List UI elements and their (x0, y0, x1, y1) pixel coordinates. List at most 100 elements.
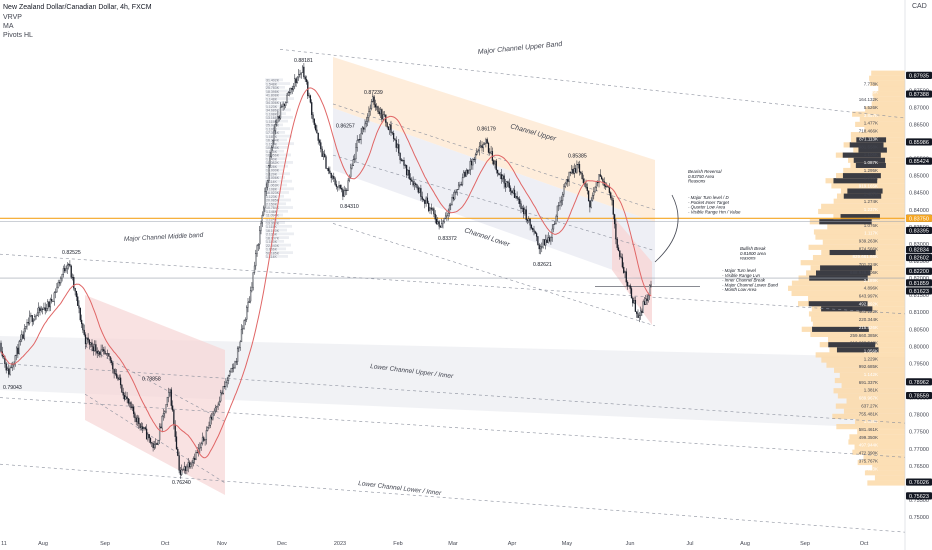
volume-label: 210.668.548K (850, 341, 878, 346)
volume-bar (265, 187, 294, 191)
candle-body (625, 271, 627, 283)
annotation-text: - Major Turn level (722, 268, 757, 273)
price-tick: 0.85000 (909, 174, 929, 180)
candle-body (564, 183, 566, 187)
price-axis[interactable]: 0.875000.870000.865000.860000.855000.850… (904, 0, 932, 550)
channel-line (332, 103, 656, 211)
price-tick: 0.81000 (909, 310, 929, 316)
candle-body (456, 189, 458, 193)
volume-bar (810, 331, 905, 338)
volume-bar (800, 260, 905, 266)
volume-label: 939.263K (859, 239, 878, 244)
candle-body (324, 153, 326, 157)
volume-label: 231.023K (859, 466, 878, 471)
volume-bar (836, 424, 905, 430)
candle-body (482, 144, 484, 149)
candle-body (70, 265, 72, 278)
candle-body (413, 183, 416, 186)
candle-body (621, 257, 624, 268)
volume-bar (857, 459, 905, 466)
candle-body (18, 341, 20, 354)
candle-body (257, 243, 260, 246)
candle-body (226, 380, 228, 383)
time-axis[interactable]: 11 Aug Sep Oct Nov Dec 2023 Feb Mar Apr May Jun Jul A… (1, 541, 869, 547)
candle-body (643, 301, 646, 305)
volume-label: 34.306K (266, 101, 280, 105)
volume-bar (265, 251, 293, 255)
volume-bar-dark (836, 347, 879, 353)
candle-body (101, 349, 104, 351)
candle-body (239, 341, 241, 348)
candle-body (363, 127, 365, 130)
candle-body (585, 183, 587, 188)
candle-body (555, 216, 557, 224)
candle-body (512, 189, 514, 194)
volume-label: 16.100K (266, 229, 280, 233)
candle-body (589, 200, 591, 208)
volume-bar (811, 316, 905, 322)
candle-body (599, 174, 601, 177)
candle-body (364, 123, 366, 130)
indicator-ma[interactable]: MA (3, 23, 14, 30)
volume-bar (849, 434, 905, 440)
candle-body (610, 192, 612, 198)
candle-body (522, 207, 525, 214)
volume-label: 1.076K (864, 223, 878, 228)
candle-body (149, 437, 152, 443)
volume-label: 1.115K (266, 120, 277, 124)
candle-body (400, 159, 403, 161)
volume-bar-dark (847, 188, 883, 194)
candle-body (56, 286, 58, 293)
volume-bar (839, 372, 905, 378)
candle-body (8, 368, 10, 375)
candle-body (360, 133, 362, 140)
candle-body (340, 188, 343, 190)
candle-body (357, 139, 360, 141)
candle-body (208, 425, 210, 428)
candle-body (556, 205, 559, 217)
drawing-label: Lower Channel Lower / Inner (358, 480, 443, 497)
candle-body (387, 126, 390, 130)
candle-body (477, 150, 479, 153)
candle-body (162, 413, 165, 417)
candle-body (216, 406, 218, 408)
candle-body (227, 375, 230, 382)
volume-label: 16.023K (266, 191, 280, 195)
indicator-vrvp[interactable]: VRVP (3, 14, 22, 21)
symbol-title[interactable]: New Zealand Dollar/Canadian Dollar, 4h, … (3, 4, 152, 11)
price-tick: 0.79500 (909, 361, 929, 367)
candle-body (175, 436, 178, 450)
candle-body (179, 470, 182, 475)
candle-body (442, 221, 444, 224)
candle-body (304, 76, 306, 80)
candle-body (320, 142, 322, 150)
volume-label: 499.350K (859, 435, 878, 440)
candle-body (38, 307, 40, 314)
candle-body (637, 313, 639, 318)
candle-body (578, 164, 581, 173)
volume-bar (863, 454, 905, 460)
candle-body (48, 301, 50, 308)
indicator-pivots[interactable]: Pivots HL (3, 32, 33, 39)
candle-body (317, 132, 319, 141)
volume-bar (831, 183, 905, 189)
candle-body (331, 176, 334, 179)
volume-bar (855, 121, 905, 128)
candle-body (248, 300, 250, 303)
volume-bar-dark (858, 147, 887, 153)
price-tick: 0.80000 (909, 344, 929, 350)
volume-bar (265, 168, 283, 172)
candle-body (390, 124, 392, 133)
candle-body (457, 184, 460, 190)
volume-bar (265, 161, 293, 164)
candle-body (330, 172, 332, 179)
candle-body (351, 165, 353, 169)
candle-body (311, 102, 313, 115)
candle-body (300, 72, 302, 75)
candle-body (408, 170, 410, 179)
candle-body (184, 466, 187, 471)
candle-body (44, 307, 46, 311)
volume-bar (812, 321, 905, 327)
candle-body (574, 168, 577, 173)
